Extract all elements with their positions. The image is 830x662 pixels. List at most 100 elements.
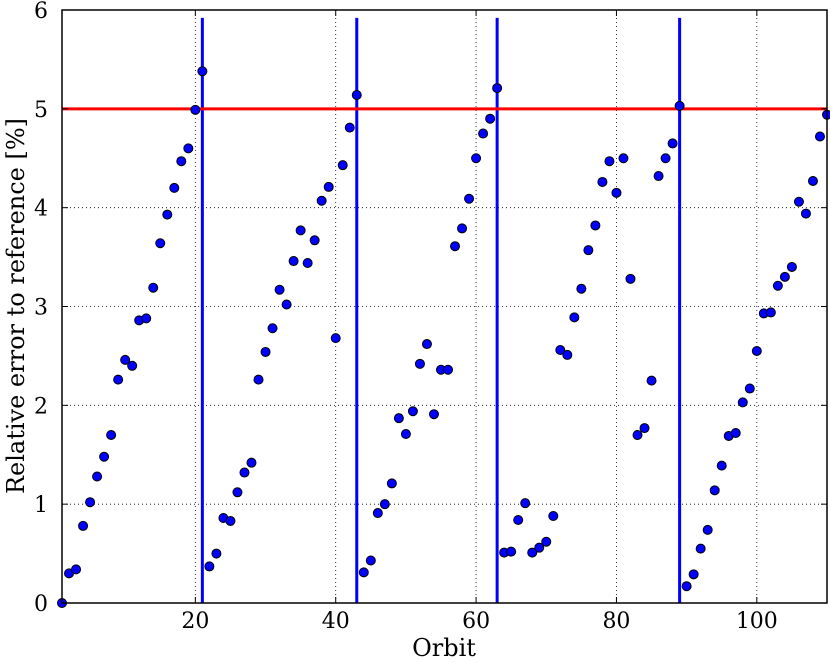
data-point bbox=[183, 143, 194, 154]
data-point bbox=[730, 428, 741, 439]
data-point bbox=[372, 508, 383, 519]
y-tick-label: 0 bbox=[34, 592, 48, 617]
data-point bbox=[337, 160, 348, 171]
y-tick-label: 4 bbox=[34, 197, 48, 222]
data-point bbox=[814, 131, 825, 142]
data-point bbox=[660, 153, 671, 164]
x-axis-label: Orbit bbox=[412, 634, 476, 662]
data-point bbox=[709, 485, 720, 496]
data-point bbox=[632, 429, 643, 440]
data-point bbox=[365, 555, 376, 566]
data-point bbox=[513, 514, 524, 525]
data-point bbox=[267, 323, 278, 334]
data-point bbox=[576, 283, 587, 294]
data-point bbox=[162, 209, 173, 220]
data-point bbox=[485, 113, 496, 124]
y-tick-label: 5 bbox=[34, 98, 48, 123]
y-tick-label: 3 bbox=[34, 296, 48, 321]
data-point bbox=[351, 89, 362, 100]
data-point bbox=[141, 313, 152, 324]
data-point bbox=[274, 284, 285, 295]
axis-ticks: 20 40 60 80 100 0 1 2 3 4 5 6 bbox=[34, 0, 827, 634]
data-point bbox=[457, 223, 468, 234]
y-axis-label: Relative error to reference [%] bbox=[2, 118, 30, 494]
data-point bbox=[323, 181, 334, 192]
data-point bbox=[674, 100, 685, 111]
data-point bbox=[155, 238, 166, 249]
data-point bbox=[765, 307, 776, 318]
data-point bbox=[541, 536, 552, 547]
data-point bbox=[548, 511, 559, 522]
data-point bbox=[695, 543, 706, 554]
data-point bbox=[779, 271, 790, 282]
y-tick-label: 1 bbox=[34, 493, 48, 518]
data-point bbox=[793, 196, 804, 207]
data-point bbox=[344, 122, 355, 133]
data-point bbox=[625, 273, 636, 284]
data-point bbox=[169, 182, 180, 193]
data-point bbox=[379, 499, 390, 510]
data-point bbox=[443, 364, 454, 375]
data-point bbox=[99, 451, 110, 462]
data-point bbox=[751, 345, 762, 356]
data-point bbox=[492, 83, 503, 94]
data-point bbox=[421, 339, 432, 350]
data-point bbox=[246, 457, 257, 468]
data-point bbox=[85, 497, 96, 508]
x-tick-label: 20 bbox=[181, 609, 209, 634]
data-point bbox=[520, 498, 531, 509]
data-point bbox=[239, 467, 250, 478]
y-tick-label: 6 bbox=[34, 0, 48, 24]
data-point bbox=[127, 360, 138, 371]
data-point bbox=[569, 312, 580, 323]
data-point bbox=[106, 429, 117, 440]
data-point bbox=[667, 138, 678, 149]
data-point bbox=[653, 171, 664, 182]
data-point bbox=[113, 374, 124, 385]
data-point bbox=[534, 542, 545, 553]
data-point bbox=[807, 175, 818, 186]
data-point bbox=[506, 546, 517, 557]
data-point bbox=[716, 460, 727, 471]
data-point bbox=[786, 261, 797, 272]
data-point bbox=[386, 478, 397, 489]
data-point bbox=[393, 413, 404, 424]
data-point bbox=[407, 406, 418, 417]
data-point bbox=[618, 153, 629, 164]
data-point bbox=[681, 581, 692, 592]
data-point bbox=[78, 520, 89, 531]
data-point bbox=[197, 66, 208, 77]
data-point bbox=[688, 569, 699, 580]
data-point bbox=[555, 344, 566, 355]
data-point bbox=[281, 299, 292, 310]
data-point bbox=[744, 383, 755, 394]
x-tick-label: 40 bbox=[322, 609, 350, 634]
data-point bbox=[583, 245, 594, 256]
reset-lines bbox=[200, 17, 682, 603]
data-point bbox=[527, 547, 538, 558]
data-point bbox=[478, 128, 489, 139]
data-point bbox=[71, 564, 82, 575]
data-point bbox=[148, 282, 159, 293]
data-point bbox=[450, 241, 461, 252]
data-point bbox=[400, 428, 411, 439]
x-tick-label: 80 bbox=[602, 609, 630, 634]
data-point bbox=[737, 397, 748, 408]
data-point bbox=[260, 346, 271, 357]
data-point bbox=[597, 176, 608, 187]
data-point bbox=[428, 409, 439, 420]
data-point bbox=[316, 195, 327, 206]
data-point bbox=[295, 225, 306, 236]
x-tick-label: 60 bbox=[462, 609, 490, 634]
data-point bbox=[358, 567, 369, 578]
data-point bbox=[611, 187, 622, 198]
data-point bbox=[253, 374, 264, 385]
data-point bbox=[302, 258, 313, 269]
y-tick-label: 2 bbox=[34, 394, 48, 419]
data-point bbox=[800, 208, 811, 219]
data-point bbox=[330, 333, 341, 344]
x-tick-label: 100 bbox=[736, 609, 778, 634]
data-point bbox=[772, 280, 783, 291]
data-points bbox=[57, 66, 830, 608]
